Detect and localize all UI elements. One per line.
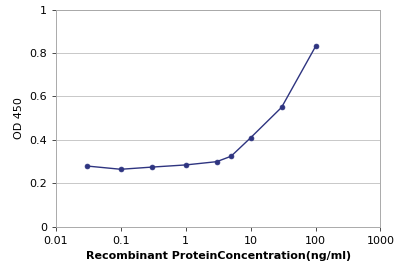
X-axis label: Recombinant ProteinConcentration(ng/ml): Recombinant ProteinConcentration(ng/ml) — [86, 252, 351, 261]
Y-axis label: OD 450: OD 450 — [14, 97, 24, 139]
